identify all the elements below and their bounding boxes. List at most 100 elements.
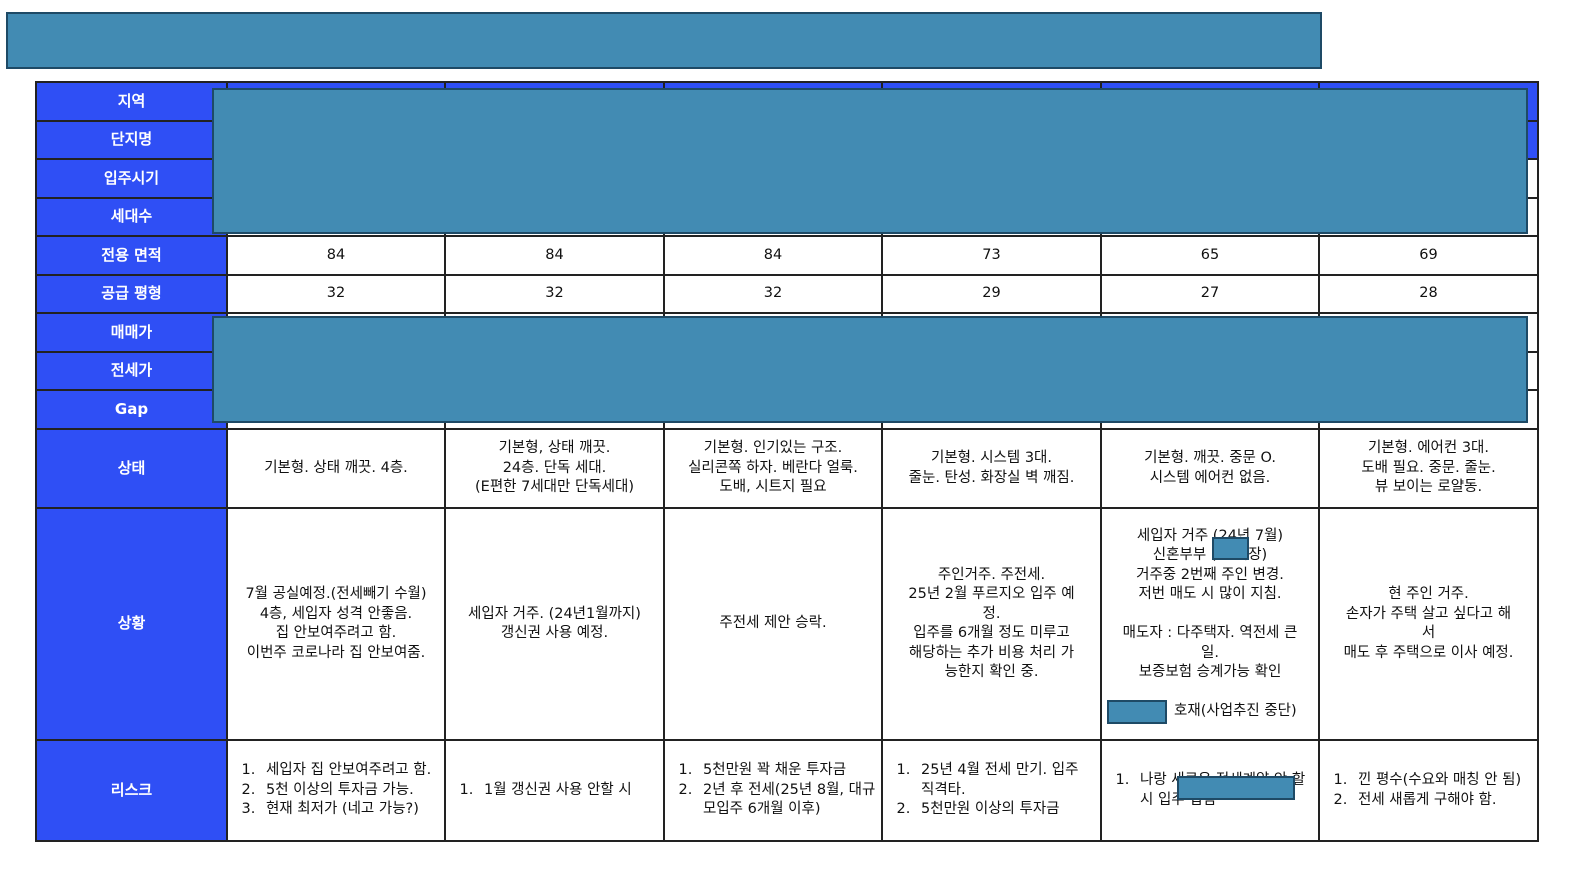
pyeong-cell: 32 bbox=[226, 274, 446, 314]
cell-text-line: 현 주인 거주. bbox=[1388, 586, 1469, 602]
cell-text-line: 이번주 코로나라 집 안보여줌. bbox=[246, 644, 426, 661]
condition-cell: 기본형. 인기있는 구조. 실리콘쪽 하자. 베란다 얼룩. 도배, 시트지 필요 bbox=[663, 428, 883, 509]
condition-cell: 기본형. 상태 깨끗. 4층. bbox=[226, 428, 446, 509]
cell-text-line: 기본형. 상태 깨끗. 4층. bbox=[264, 459, 408, 476]
cell-text-line: 정. bbox=[982, 605, 1001, 622]
pyeong-cell: 28 bbox=[1318, 274, 1539, 314]
cell-text-line: 집 안보여주려고 함. bbox=[275, 625, 397, 641]
row-label: 매매가 bbox=[35, 312, 228, 353]
redacted-title bbox=[6, 12, 1322, 69]
risk-item: 현재 최저가 (네고 가능?) bbox=[260, 800, 440, 820]
risk-item: 5천 이상의 투자금 가능. bbox=[260, 781, 440, 801]
cell-text-line: 신혼부부 ( 직장) bbox=[1152, 547, 1268, 563]
redacted-prices bbox=[212, 316, 1528, 423]
row-condition: 상태 기본형. 상태 깨끗. 4층. 기본형, 상태 깨끗. 24층. 단독 세대. (… bbox=[35, 428, 1539, 509]
cell-text-line: 도배, 시트지 필요 bbox=[719, 479, 827, 496]
cell-text-line: 4층, 세입자 성격 안좋음. bbox=[259, 605, 413, 622]
cell-text-line: 기본형. 깨끗. 중문 O. bbox=[1144, 450, 1276, 466]
risk-item: 5천만원 이상의 투자금 bbox=[915, 800, 1096, 820]
pyeong-cell: 27 bbox=[1100, 274, 1320, 314]
cell-text-line: 입주를 6개월 정도 미루고 bbox=[913, 625, 1070, 641]
situation-cell: 7월 공실예정.(전세빼기 수월) 4층, 세입자 성격 안좋음. 집 안보여주려고… bbox=[226, 507, 446, 741]
cell-text-line: 보증보험 승계가능 확인 bbox=[1138, 664, 1282, 680]
cell-text-line: (E편한 7세대만 단독세대) bbox=[475, 479, 634, 496]
risk-cell: 낀 평수(수요와 매칭 안 됨)전세 새롭게 구해야 함. bbox=[1318, 739, 1539, 842]
row-risk: 리스크세입자 집 안보여주려고 함.5천 이상의 투자금 가능.현재 최저가 (… bbox=[35, 739, 1539, 842]
risk-item: 전세 새롭게 구해야 함. bbox=[1352, 791, 1533, 811]
situation-cell: 주인거주. 주전세. 25년 2월 푸르지오 입주 예 정. 입주를 6개월 정도 미… bbox=[881, 507, 1102, 741]
cell-text-line: 호재(사업추진 중단) bbox=[1123, 703, 1297, 719]
cell-text-line: 뷰 보이는 로얄동. bbox=[1374, 479, 1483, 496]
cell-text-line: 일. bbox=[1201, 644, 1219, 661]
condition-cell: 기본형. 시스템 3대. 줄눈. 탄성. 화장실 벽 깨짐. bbox=[881, 428, 1102, 509]
cell-text-line bbox=[1106, 605, 1314, 625]
row-area: 전용 면적 84 84 84 73 65 69 bbox=[35, 235, 1539, 276]
risk-item: 1월 갱신권 사용 안할 시 bbox=[478, 781, 659, 801]
cell-text-line: 기본형. 시스템 3대. bbox=[930, 450, 1053, 466]
row-label: 지역 bbox=[35, 81, 228, 122]
cell-text-line: 거주중 2번째 주인 변경. bbox=[1136, 566, 1284, 583]
cell-text-line: 기본형. 에어컨 3대. bbox=[1367, 440, 1490, 457]
redacted-risk bbox=[1177, 776, 1295, 800]
cell-text-line: 주전세 제안 승락. bbox=[719, 615, 827, 632]
cell-text-line: 저번 매도 시 많이 지침. bbox=[1138, 586, 1282, 602]
cell-text-line: 매도 후 주택으로 이사 예정. bbox=[1343, 644, 1514, 661]
area-cell: 84 bbox=[444, 235, 665, 276]
cell-text-line: 갱신권 사용 예정. bbox=[500, 625, 609, 641]
row-label: 전세가 bbox=[35, 351, 228, 391]
cell-text-line: 기본형, 상태 깨끗. bbox=[498, 440, 611, 457]
situation-cell: 현 주인 거주. 손자가 주택 살고 싶다고 해 서 매도 후 주택으로 이사 예정. bbox=[1318, 507, 1539, 741]
risk-item: 세입자 집 안보여주려고 함. bbox=[260, 761, 440, 781]
risk-item: 5천만원 꽉 채운 투자금 bbox=[697, 761, 877, 781]
pyeong-cell: 29 bbox=[881, 274, 1102, 314]
redacted-development bbox=[1107, 700, 1167, 724]
pyeong-cell: 32 bbox=[444, 274, 665, 314]
cell-text-line: 실리콘쪽 하자. 베란다 얼룩. bbox=[688, 459, 858, 476]
cell-text-line: 세입자 거주. (24년1월까지) bbox=[468, 605, 641, 622]
cell-text-line: 능한지 확인 중. bbox=[944, 664, 1039, 680]
row-label: 입주시기 bbox=[35, 158, 228, 199]
row-pyeong: 공급 평형 32 32 32 29 27 28 bbox=[35, 274, 1539, 314]
area-cell: 69 bbox=[1318, 235, 1539, 276]
row-label: 상태 bbox=[35, 428, 228, 509]
pyeong-cell: 32 bbox=[663, 274, 883, 314]
row-label: 공급 평형 bbox=[35, 274, 228, 314]
cell-text-line: 매도자 : 다주택자. 역전세 큰 bbox=[1122, 625, 1298, 641]
risk-item: 낀 평수(수요와 매칭 안 됨) bbox=[1352, 771, 1533, 791]
risk-list: 1월 갱신권 사용 안할 시 bbox=[450, 781, 659, 801]
condition-cell: 기본형. 깨끗. 중문 O. 시스템 에어컨 없음. bbox=[1100, 428, 1320, 509]
area-cell: 65 bbox=[1100, 235, 1320, 276]
risk-item: 25년 4월 전세 만기. 입주 직격타. bbox=[915, 761, 1096, 800]
risk-cell: 세입자 집 안보여주려고 함.5천 이상의 투자금 가능.현재 최저가 (네고 … bbox=[226, 739, 446, 842]
row-label: Gap bbox=[35, 389, 228, 430]
row-label: 세대수 bbox=[35, 197, 228, 237]
row-situation: 상황 7월 공실예정.(전세빼기 수월) 4층, 세입자 성격 안좋음. 집 안보여주… bbox=[35, 507, 1539, 741]
row-label: 리스크 bbox=[35, 739, 228, 842]
cell-text-line: 시스템 에어컨 없음. bbox=[1149, 469, 1271, 486]
risk-list: 5천만원 꽉 채운 투자금2년 후 전세(25년 8월, 대규모입주 6개월 이… bbox=[669, 761, 877, 820]
risk-cell: 25년 4월 전세 만기. 입주 직격타.5천만원 이상의 투자금 bbox=[881, 739, 1102, 842]
cell-text-line: 7월 공실예정.(전세빼기 수월) bbox=[245, 586, 427, 602]
situation-cell: 주전세 제안 승락. bbox=[663, 507, 883, 741]
cell-text-line: 24층. 단독 세대. bbox=[502, 459, 607, 476]
row-label: 단지명 bbox=[35, 120, 228, 160]
risk-list: 25년 4월 전세 만기. 입주 직격타.5천만원 이상의 투자금 bbox=[887, 761, 1096, 820]
risk-cell: 5천만원 꽉 채운 투자금2년 후 전세(25년 8월, 대규모입주 6개월 이… bbox=[663, 739, 883, 842]
risk-item: 2년 후 전세(25년 8월, 대규모입주 6개월 이후) bbox=[697, 781, 877, 820]
cell-text-line: 주인거주. 주전세. bbox=[937, 566, 1046, 583]
condition-cell: 기본형. 에어컨 3대. 도배 필요. 중문. 줄눈. 뷰 보이는 로얄동. bbox=[1318, 428, 1539, 509]
cell-text-line: 해당하는 추가 비용 처리 가 bbox=[908, 644, 1075, 661]
situation-cell: 세입자 거주. (24년1월까지) 갱신권 사용 예정. bbox=[444, 507, 665, 741]
area-cell: 84 bbox=[226, 235, 446, 276]
area-cell: 73 bbox=[881, 235, 1102, 276]
risk-list: 낀 평수(수요와 매칭 안 됨)전세 새롭게 구해야 함. bbox=[1324, 771, 1533, 810]
condition-cell: 기본형, 상태 깨끗. 24층. 단독 세대. (E편한 7세대만 단독세대) bbox=[444, 428, 665, 509]
cell-text-line: 줄눈. 탄성. 화장실 벽 깨짐. bbox=[908, 469, 1075, 486]
risk-list: 세입자 집 안보여주려고 함.5천 이상의 투자금 가능.현재 최저가 (네고 … bbox=[232, 761, 440, 820]
cell-text-line: 손자가 주택 살고 싶다고 해 bbox=[1345, 605, 1512, 622]
redacted-workplace bbox=[1212, 537, 1249, 560]
area-cell: 84 bbox=[663, 235, 883, 276]
risk-cell: 1월 갱신권 사용 안할 시 bbox=[444, 739, 665, 842]
redacted-basic-info bbox=[212, 88, 1528, 234]
cell-text-line: 세입자 거주 (24년 7월) bbox=[1136, 527, 1284, 544]
